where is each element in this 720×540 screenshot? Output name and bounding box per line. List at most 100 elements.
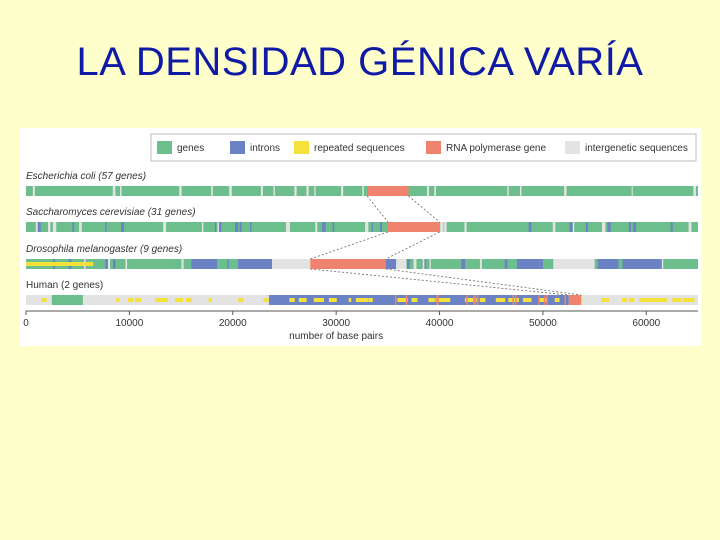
track-stripe-repeat [428, 298, 435, 302]
track-stripe-intergenic [47, 222, 51, 232]
track-stripe-intergenic [294, 186, 297, 196]
track-fly: Drosophila melanogaster (9 genes) [26, 244, 698, 269]
track-stripe-repeat [442, 298, 449, 302]
track-stripe-repeat [509, 298, 519, 302]
track-stripe-repeat [653, 298, 660, 302]
genome-density-figure: genes introns repeated sequences RNA polyme… [20, 128, 702, 346]
track-stripe-intron [105, 222, 107, 232]
track-stripe-intergenic [179, 186, 182, 196]
track-stripe-polymerase [473, 295, 475, 305]
track-stripe-intergenic [507, 186, 509, 196]
track-stripe-repeat [263, 298, 269, 302]
track-stripe-intergenic [564, 186, 567, 196]
track-stripe-intergenic [32, 186, 35, 196]
polymerase-connectors [310, 195, 582, 296]
track-stripe-repeat [355, 298, 365, 302]
track-stripe-repeat [116, 298, 120, 302]
track-stripe-intron [628, 222, 631, 232]
track-stripe-intergenic [217, 222, 220, 232]
track-stripe-intergenic [693, 186, 696, 196]
track-stripe-intergenic [125, 259, 128, 269]
track-stripe-intron [461, 259, 464, 269]
connector-right-ecoli [408, 195, 440, 223]
track-stripe-repeat [289, 298, 295, 302]
legend-label-gene: genes [177, 143, 204, 154]
track-stripe-repeat [208, 298, 212, 302]
track-stripe-intron [105, 259, 109, 269]
track-stripe-polymerase [437, 295, 439, 305]
track-stripe-repeat [40, 298, 47, 302]
track-stripe-repeat [674, 298, 679, 302]
track-stripe-intron [121, 222, 124, 232]
track-stripe-intergenic [120, 186, 122, 196]
legend-swatch-gene [157, 141, 172, 154]
track-stripe-intron [218, 222, 222, 232]
track-stripe-repeat [397, 298, 403, 302]
track-stripe-repeat [302, 298, 306, 302]
slide-title: LA DENSIDAD GÉNICA VARÍA [76, 40, 644, 84]
x-tick-label: 10000 [115, 318, 143, 329]
track-stripe-intergenic [181, 259, 184, 269]
connector-right-yeast [385, 231, 440, 260]
x-tick-label: 50000 [529, 318, 557, 329]
track-stripe-intron [371, 222, 373, 232]
track-stripe-intron [227, 259, 229, 269]
x-tick-label: 0 [23, 318, 29, 329]
track-stripe-polymerase [476, 295, 479, 305]
track-stripe-polymerase [394, 295, 397, 305]
track-stripe-intergenic [285, 222, 288, 232]
connector-left-ecoli [366, 195, 389, 223]
track-stripe-repeat [628, 298, 635, 302]
track-stripe-intron [72, 222, 74, 232]
track-stripe-repeat [439, 298, 445, 302]
track-base-ecoli [26, 186, 698, 196]
track-stripe-intron [250, 222, 252, 232]
track-stripe-polymerase [474, 295, 476, 305]
track-stripe-intergenic [79, 222, 82, 232]
legend-label-polymerase: RNA polymerase gene [446, 143, 546, 154]
legend-label-repeat: repeated sequences [314, 143, 405, 154]
track-stripe-repeat [640, 298, 645, 302]
segment-intergenic [396, 259, 407, 269]
track-stripe-intergenic [479, 259, 482, 269]
legend-item-gene: genes [157, 141, 204, 154]
track-stripe-intergenic [314, 186, 316, 196]
segment-polymerase [367, 186, 409, 196]
track-stripe-intron [462, 259, 466, 269]
track-stripe-intron [424, 259, 426, 269]
legend-swatch-repeat [294, 141, 309, 154]
connector-left-yeast [310, 231, 388, 260]
track-stripe-repeat [447, 298, 451, 302]
legend-item-intergenic: intergenetic sequences [565, 141, 688, 154]
track-stripe-polymerase [546, 295, 548, 305]
track-stripe-intron [332, 222, 335, 232]
track-stripe-repeat [328, 298, 333, 302]
track-stripe-intergenic [35, 222, 40, 232]
track-stripe-intron [214, 222, 217, 232]
track-stripe-intergenic [660, 259, 664, 269]
track-stripe-intergenic [519, 186, 522, 196]
track-stripe-intergenic [440, 222, 444, 232]
x-axis-label: number of base pairs [289, 331, 383, 342]
track-stripe-intergenic [52, 222, 57, 232]
segment-gene [51, 295, 83, 305]
track-stripe-intron [406, 259, 410, 269]
track-label-yeast: Saccharomyces cerevisiae (31 genes) [26, 207, 196, 218]
track-stripe-repeat [174, 298, 183, 302]
track-stripe-intron [380, 222, 382, 232]
track-stripe-repeat [621, 298, 627, 302]
track-stripe-repeat [659, 298, 666, 302]
track-stripe-intergenic [211, 186, 213, 196]
genome-tracks: Escherichia coli (57 genes) Saccharomyces… [26, 171, 698, 305]
segment-intron [622, 259, 662, 269]
segment-intron [597, 259, 619, 269]
track-stripe-intergenic [552, 222, 556, 232]
track-stripe-intergenic [631, 186, 633, 196]
legend-swatch-intergenic [565, 141, 580, 154]
track-stripe-polymerase [436, 295, 438, 305]
track-stripe-intergenic [229, 186, 232, 196]
track-label-fly: Drosophila melanogaster (9 genes) [26, 244, 182, 255]
segment-intron [385, 259, 397, 269]
connector-left-fly [310, 268, 569, 296]
legend-label-intron: introns [250, 143, 280, 154]
